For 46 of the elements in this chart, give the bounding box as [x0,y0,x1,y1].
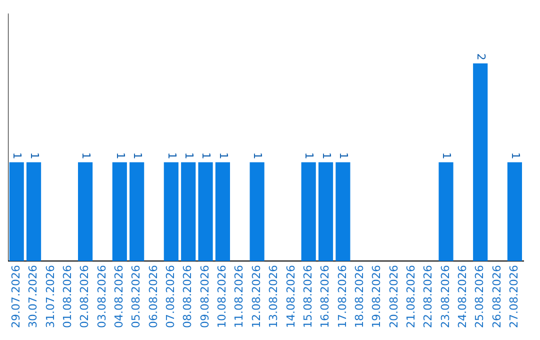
data-label: 1 [337,152,350,160]
data-label: 2 [474,53,488,60]
x-tick-label: 17.08.2026 [336,265,349,328]
x-tick-label: 31.07.2026 [44,265,57,328]
x-tick-label: 21.08.2026 [404,265,418,328]
x-tick-label: 08.08.2026 [181,265,194,328]
data-label: 1 [165,152,178,160]
x-tick-label: 12.08.2026 [250,265,263,328]
x-tick-label: 22.08.2026 [422,265,435,328]
data-label: 1 [130,152,144,160]
data-label: 1 [79,152,92,160]
x-tick-label: 06.08.2026 [146,265,160,328]
x-tick-label: 20.08.2026 [387,265,400,328]
x-tick-label: 15.08.2026 [301,265,314,328]
x-tick-label: 29.07.2026 [9,265,22,328]
x-tick-label: 10.08.2026 [216,265,229,328]
data-label: 1 [114,152,127,160]
data-label: 1 [28,152,41,160]
data-label: 1 [200,152,213,160]
x-tick-label: 14.08.2026 [284,265,298,328]
x-tick-label: 24.08.2026 [456,265,470,328]
x-tick-label: 03.08.2026 [95,265,108,328]
x-tick-label: 19.08.2026 [370,265,384,328]
x-tick-label: 07.08.2026 [164,265,178,328]
x-tick-label: 27.08.2026 [508,265,521,328]
data-label: 1 [10,152,24,160]
data-label: 1 [302,152,316,160]
data-label: 1 [508,152,522,160]
data-label: 1 [440,152,454,160]
x-tick-label: 04.08.2026 [112,265,126,328]
x-tick-label: 13.08.2026 [267,265,280,328]
x-tick-label: 11.08.2026 [232,265,246,328]
data-label: 1 [320,152,333,160]
x-tick-label: 26.08.2026 [490,265,504,328]
data-label: 1 [216,152,230,160]
data-label: 1 [182,152,196,160]
x-tick-label: 25.08.2026 [473,265,486,328]
x-tick-label: 09.08.2026 [198,265,212,328]
data-label: 1 [251,152,264,160]
x-tick-label: 05.08.2026 [130,265,143,328]
x-tick-label: 02.08.2026 [78,265,92,328]
x-tick-label: 16.08.2026 [318,265,332,328]
x-tick-label: 18.08.2026 [352,265,366,328]
x-tick-label: 01.08.2026 [60,265,74,328]
x-tick-label: 30.07.2026 [26,265,40,328]
x-tick-label: 23.08.2026 [438,265,452,328]
